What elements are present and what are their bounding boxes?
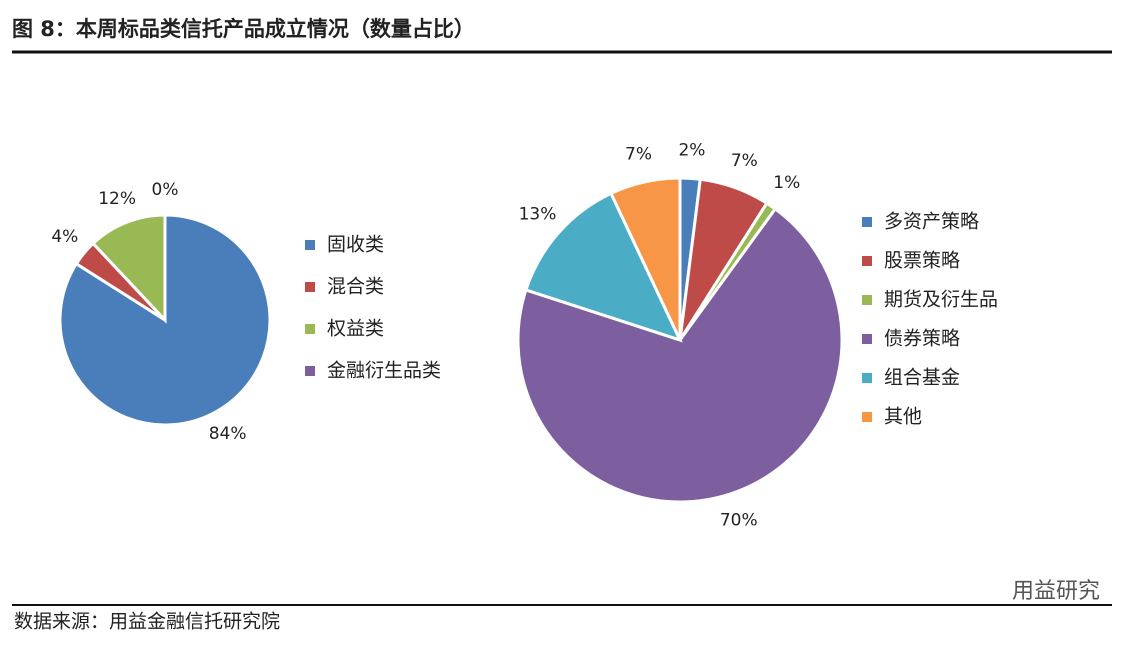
legend-swatch: [305, 282, 315, 292]
legend-swatch: [305, 324, 315, 334]
pie-slice: [609, 176, 682, 341]
data-label: 4%: [51, 227, 78, 247]
legend-label: 期货及衍生品: [884, 289, 998, 311]
legend-label: 债券策略: [884, 328, 960, 350]
legend-label: 其他: [884, 406, 922, 428]
data-label: 84%: [209, 424, 247, 444]
watermark: 用益研究: [1012, 579, 1100, 604]
data-label: 13%: [519, 204, 557, 224]
pie-slice: [516, 206, 844, 504]
legend-label: 权益类: [327, 318, 384, 340]
legend-swatch: [305, 366, 315, 376]
pie-slice: [58, 213, 272, 427]
legend-label: 固收类: [327, 234, 384, 256]
data-label: 7%: [625, 145, 652, 165]
legend-swatch: [862, 334, 872, 344]
legend-label: 股票策略: [884, 250, 960, 272]
data-label: 0%: [152, 180, 179, 200]
legend-swatch: [862, 217, 872, 227]
pie-slice: [91, 213, 167, 324]
page-title: 图 8：本周标品类信托产品成立情况（数量占比）: [12, 17, 475, 41]
data-label: 70%: [720, 511, 758, 531]
legend-swatch: [862, 256, 872, 266]
legend-label: 多资产策略: [884, 211, 979, 233]
legend-label: 金融衍生品类: [327, 360, 441, 382]
pie-slice: [524, 191, 683, 343]
data-label: 7%: [731, 151, 758, 171]
legend-swatch: [862, 412, 872, 422]
legend-swatch: [862, 373, 872, 383]
data-label: 12%: [98, 189, 136, 209]
data-label: 1%: [773, 173, 800, 193]
data-label: 2%: [678, 140, 705, 160]
legend-swatch: [305, 240, 315, 250]
source: 数据来源：用益金融信托研究院: [14, 611, 280, 633]
legend-label: 组合基金: [884, 367, 960, 389]
legend-label: 混合类: [327, 276, 384, 298]
legend-swatch: [862, 295, 872, 305]
